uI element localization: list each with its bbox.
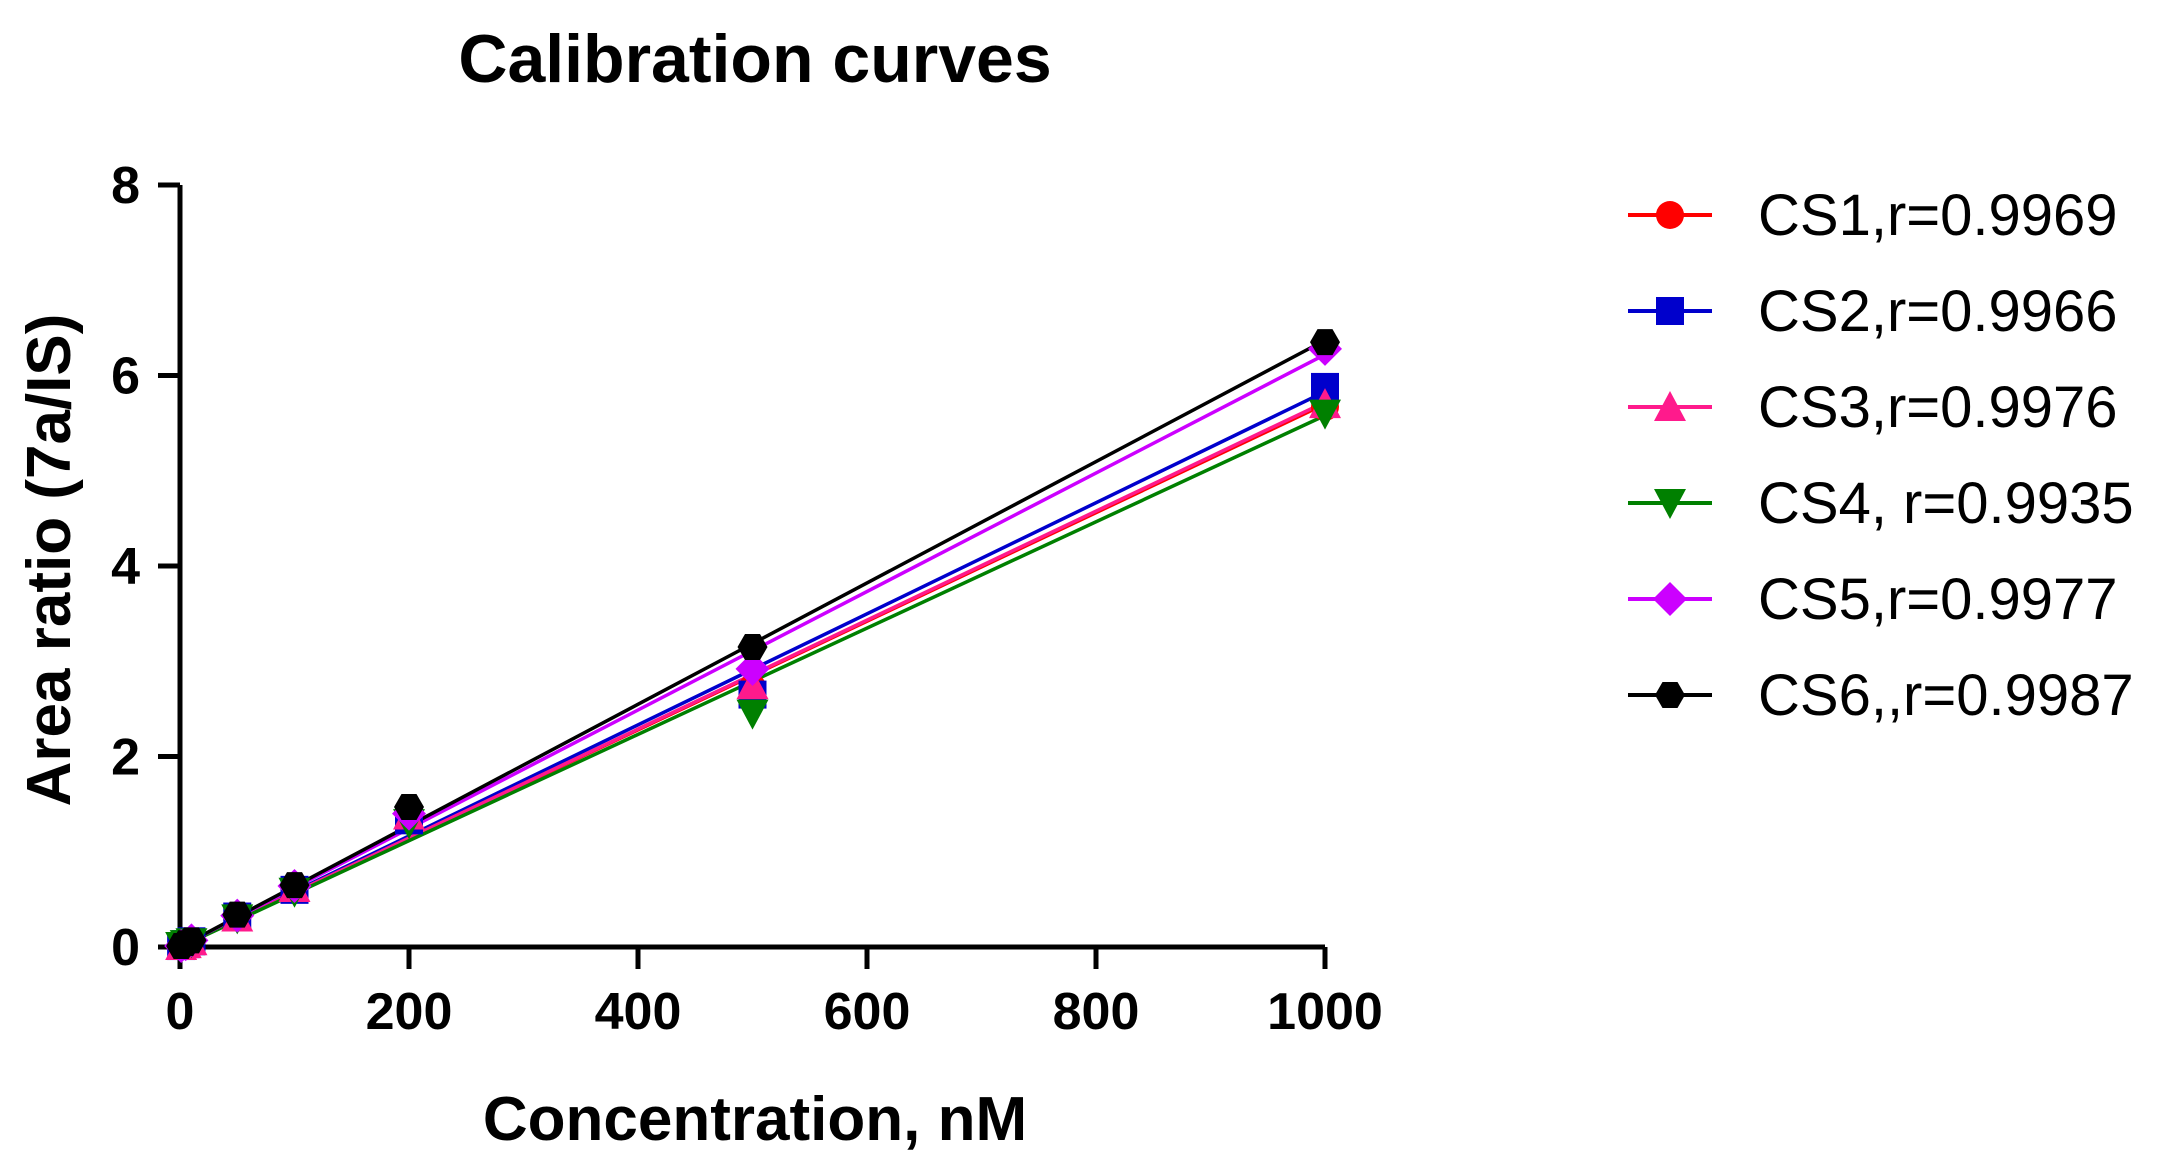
x-tick-label: 800 <box>1053 983 1140 1041</box>
legend-item-cs3: CS3,r=0.9976 <box>1628 375 2118 440</box>
x-tick-label: 200 <box>366 983 453 1041</box>
legend-label: CS3,r=0.9976 <box>1758 375 2118 440</box>
data-point-cs6 <box>394 793 424 820</box>
y-tick-label: 2 <box>111 729 140 787</box>
legend-marker <box>1654 489 1686 519</box>
legend-label: CS4, r=0.9935 <box>1758 471 2134 536</box>
y-tick-label: 8 <box>111 157 140 215</box>
y-tick-label: 0 <box>111 919 140 977</box>
y-tick-label: 6 <box>111 348 140 406</box>
legend-marker <box>1656 201 1684 229</box>
x-tick-label: 400 <box>595 983 682 1041</box>
legend-label: CS5,r=0.9977 <box>1758 567 2118 632</box>
data-point-cs4 <box>1309 399 1341 430</box>
legend-item-cs5: CS5,r=0.9977 <box>1628 567 2118 632</box>
data-point-cs5 <box>735 651 770 686</box>
legend-item-cs4: CS4, r=0.9935 <box>1628 471 2134 536</box>
chart-title: Calibration curves <box>458 21 1051 97</box>
axes: 0 2 4 6 8 0 200 400 600 800 1000 <box>111 157 1383 1041</box>
legend-marker <box>1654 391 1686 421</box>
legend-label: CS2,r=0.9966 <box>1758 279 2118 344</box>
y-tick-label: 4 <box>111 538 140 596</box>
legend-item-cs2: CS2,r=0.9966 <box>1628 279 2118 344</box>
legend-marker <box>1656 297 1684 325</box>
data-markers <box>164 329 1342 964</box>
legend-item-cs6: CS6,,r=0.9987 <box>1628 663 2134 728</box>
x-tick-label: 1000 <box>1267 983 1383 1041</box>
x-axis-label: Concentration, nM <box>483 1085 1027 1154</box>
legend-marker <box>1653 582 1687 616</box>
legend-label: CS6,,r=0.9987 <box>1758 663 2134 728</box>
legend: CS1,r=0.9969 CS2,r=0.9966 CS3,r=0.9976 CS4,… <box>1628 183 2134 728</box>
data-point-cs6 <box>737 633 768 660</box>
legend-label: CS1,r=0.9969 <box>1758 183 2118 248</box>
data-point-cs4 <box>736 699 769 730</box>
data-point-cs6 <box>176 927 207 954</box>
legend-item-cs1: CS1,r=0.9969 <box>1628 183 2118 248</box>
data-point-cs6 <box>1310 329 1340 356</box>
data-point-cs6 <box>279 872 310 899</box>
data-point-cs6 <box>222 901 253 928</box>
x-tick-label: 600 <box>824 983 911 1041</box>
legend-marker <box>1655 682 1685 708</box>
x-tick-label: 0 <box>166 983 195 1041</box>
y-axis-label: Area ratio (7a/IS) <box>15 314 84 807</box>
